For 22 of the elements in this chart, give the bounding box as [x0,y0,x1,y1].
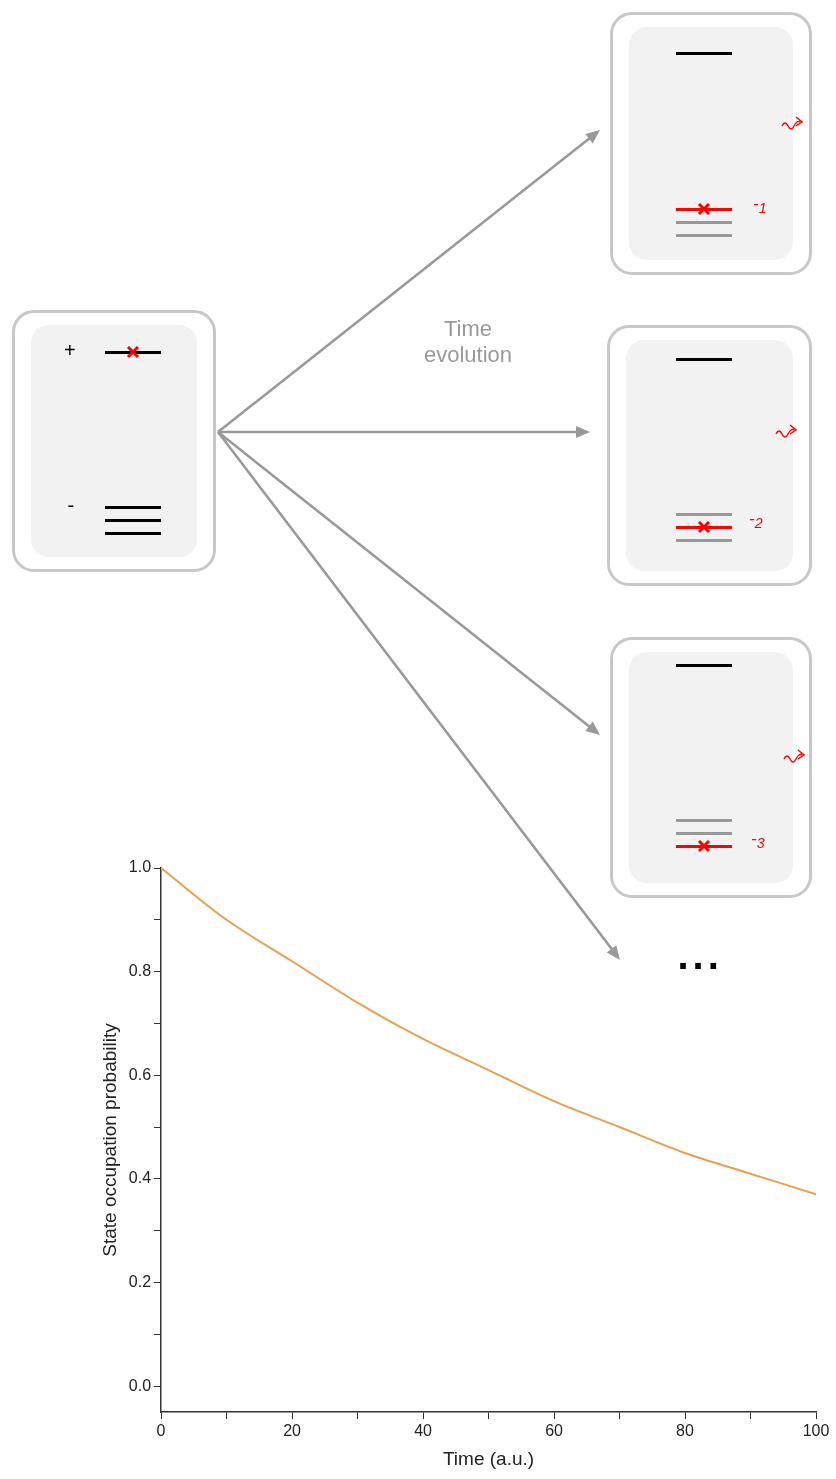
x-tick-label: 100 [802,1422,830,1440]
y-tick-label: 0.4 [128,1169,152,1187]
annotation: ... [677,932,723,979]
text: -$_{2}$ [749,508,763,532]
text: -$_{1}$ [753,193,767,217]
y-tick-label: 0.2 [128,1272,152,1290]
y-tick-label: 0.6 [128,1065,152,1083]
x-tick-label: 20 [283,1422,302,1440]
text: Time evolution [422,315,514,369]
x-tick-label: 80 [676,1422,695,1440]
text: -$_{3}$ [751,828,765,852]
line-series [161,868,816,1196]
x-axis-title: Time (a.u.) [442,1447,535,1469]
y-tick-label: 0.8 [128,962,152,980]
y-tick-label: 0.0 [128,1376,152,1394]
x-tick-label: 40 [414,1422,433,1440]
text: - [67,493,75,517]
y-tick-label: 1.0 [128,858,152,876]
x-tick-label: 0 [156,1422,166,1440]
x-tick-label: 60 [545,1422,564,1440]
text: + [64,338,76,362]
y-axis-title: State occupation probability [98,1022,120,1257]
